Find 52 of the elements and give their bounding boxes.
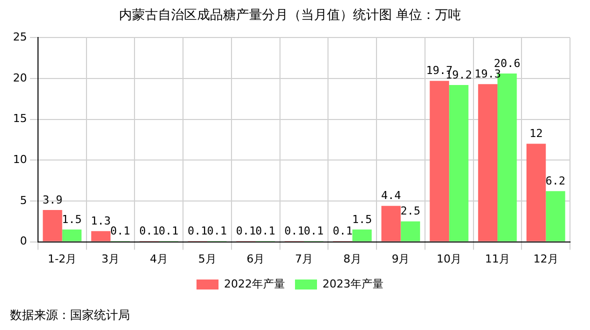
data-label: 0.1 — [207, 224, 227, 238]
data-label: 1.3 — [90, 214, 111, 228]
x-tick-label: 4月 — [150, 252, 168, 266]
y-tick-label: 20 — [12, 71, 27, 84]
bar — [449, 84, 468, 242]
x-tick-label: 8月 — [343, 252, 362, 266]
legend-label: 2022年产量 — [224, 277, 286, 290]
x-tick-label: 10月 — [436, 252, 462, 266]
data-label: 0.1 — [284, 224, 304, 238]
x-tick-label: 1-2月 — [48, 252, 77, 266]
data-label: 20.6 — [494, 56, 520, 70]
legend-label: 2023年产量 — [322, 277, 384, 290]
data-label: 0.1 — [255, 224, 276, 238]
data-label: 0.1 — [236, 224, 256, 238]
y-tick-label: 0 — [20, 234, 27, 248]
data-label: 0.1 — [188, 224, 208, 238]
x-tick-label: 6月 — [246, 252, 265, 266]
source-note: 数据来源：国家统计局 — [10, 307, 130, 324]
data-label: 3.9 — [42, 193, 62, 206]
bar — [430, 80, 450, 242]
bar — [478, 84, 498, 242]
data-label: 0.1 — [158, 224, 179, 238]
bar — [42, 210, 62, 242]
bar — [526, 144, 546, 242]
y-tick-label: 10 — [12, 152, 27, 166]
x-tick-label: 3月 — [102, 252, 120, 266]
y-tick-label: 15 — [12, 112, 27, 126]
x-tick-label: 5月 — [198, 252, 216, 266]
x-tick-label: 9月 — [392, 252, 410, 266]
data-label: 4.4 — [381, 189, 402, 202]
bar — [91, 231, 111, 242]
x-tick-label: 11月 — [484, 252, 510, 266]
data-label: 0.1 — [110, 224, 130, 238]
bar — [352, 230, 372, 242]
data-label: 1.5 — [62, 212, 82, 226]
data-label: 2.5 — [400, 204, 420, 218]
data-label: 19.3 — [474, 68, 502, 81]
bar — [546, 191, 566, 242]
y-tick-label: 25 — [12, 30, 27, 44]
data-label: 12 — [530, 127, 543, 140]
data-label: 0.1 — [332, 224, 353, 238]
x-tick-label: 7月 — [295, 252, 313, 266]
data-label: 1.5 — [352, 212, 372, 226]
chart-title: 内蒙古自治区成品糖产量分月（当月值）统计图 单位：万吨 — [118, 8, 462, 24]
data-label: 0.1 — [139, 224, 160, 238]
data-label: 0.1 — [304, 224, 324, 238]
bar — [62, 230, 82, 242]
data-label: 6.2 — [546, 174, 566, 188]
y-tick-label: 5 — [20, 194, 27, 207]
x-tick-label: 12月 — [533, 252, 558, 266]
bar — [400, 221, 420, 242]
bar — [381, 206, 401, 242]
